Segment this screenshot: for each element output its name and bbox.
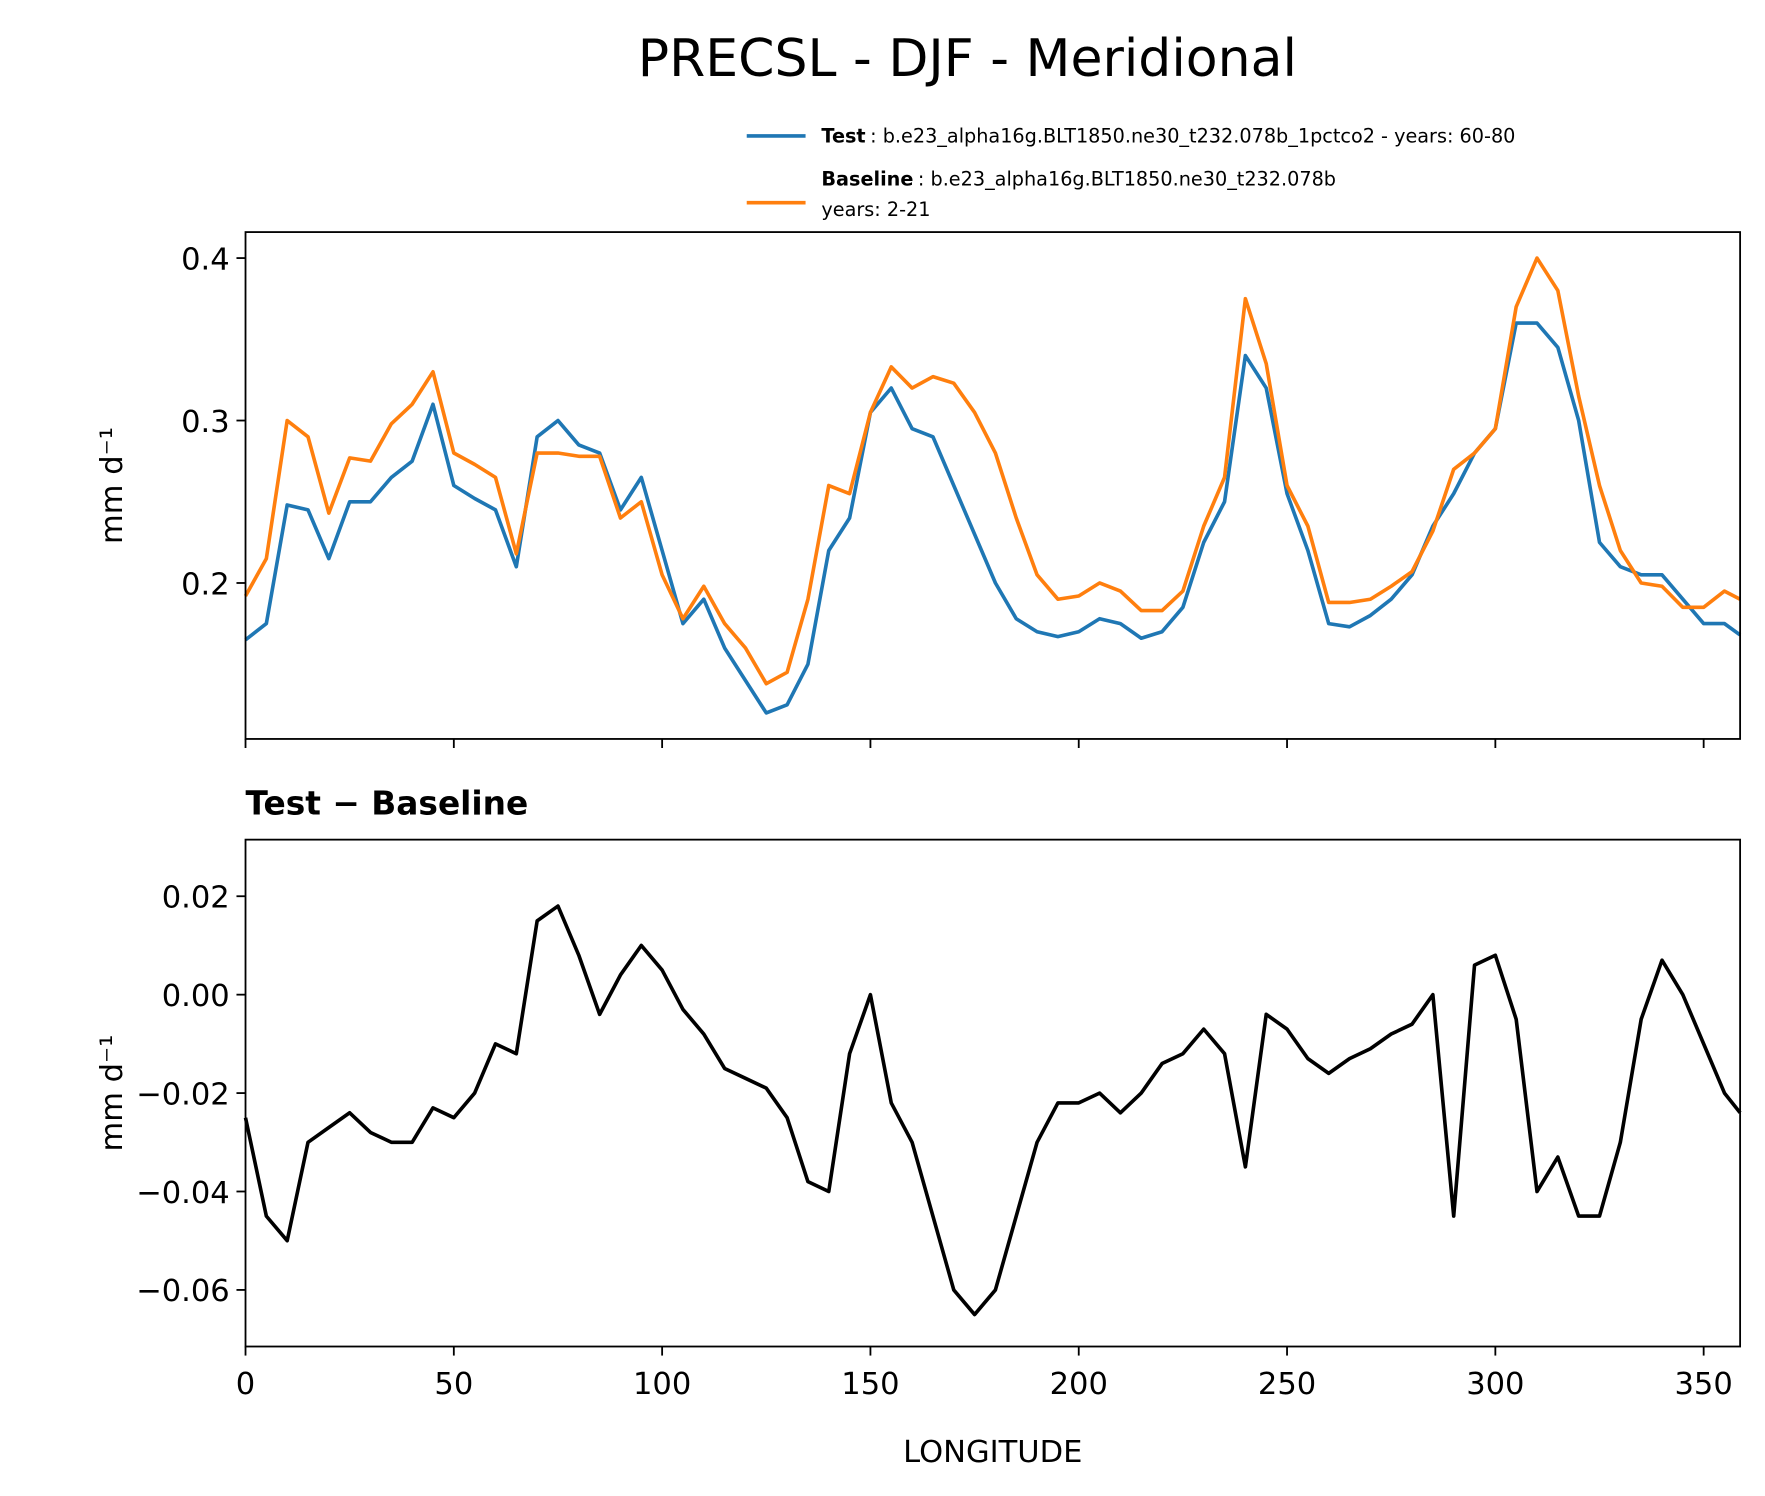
y-tick-label: −0.04 bbox=[136, 1176, 230, 1211]
data-line bbox=[243, 256, 1741, 686]
plot-frame bbox=[244, 231, 1742, 740]
legend-text: : b.e23_alpha16g.BLT1850.ne30_t232.078b bbox=[918, 168, 1336, 191]
y-tick-label: 0.3 bbox=[181, 405, 230, 440]
x-tick-label: 300 bbox=[1466, 1367, 1524, 1402]
y-tick-label: 0.2 bbox=[181, 567, 230, 602]
y-tick-label: 0.4 bbox=[181, 242, 230, 277]
y-axis-label: mm d⁻¹ bbox=[95, 427, 130, 544]
x-tick-label: 200 bbox=[1050, 1367, 1108, 1402]
panel-title: Test − Baseline bbox=[246, 785, 529, 823]
y-tick-label: −0.02 bbox=[136, 1077, 230, 1112]
data-line bbox=[243, 904, 1742, 1317]
y-tick-label: −0.06 bbox=[136, 1274, 230, 1309]
x-axis-label: LONGITUDE bbox=[903, 1435, 1082, 1470]
y-tick-label: 0.02 bbox=[162, 881, 230, 916]
legend-text: years: 2-21 bbox=[821, 198, 930, 221]
y-tick-label: 0.00 bbox=[162, 979, 230, 1014]
x-tick-label: 0 bbox=[236, 1367, 255, 1402]
legend-label: Baseline: b.e23_alpha16g.BLT1850.ne30_t2… bbox=[821, 168, 1336, 191]
x-tick-label: 150 bbox=[841, 1367, 899, 1402]
legend-name: Baseline bbox=[821, 168, 913, 191]
legend-text: : b.e23_alpha16g.BLT1850.ne30_t232.078b_… bbox=[870, 125, 1515, 148]
x-tick-label: 350 bbox=[1675, 1367, 1733, 1402]
x-tick-label: 50 bbox=[434, 1367, 473, 1402]
x-tick-label: 250 bbox=[1258, 1367, 1316, 1402]
legend-name: Test bbox=[821, 125, 865, 148]
x-tick-label: 100 bbox=[633, 1367, 691, 1402]
y-axis-label: mm d⁻¹ bbox=[95, 1035, 130, 1152]
legend-label: Test: b.e23_alpha16g.BLT1850.ne30_t232.0… bbox=[821, 125, 1515, 148]
chart-title: PRECSL - DJF - Meridional bbox=[638, 29, 1297, 89]
